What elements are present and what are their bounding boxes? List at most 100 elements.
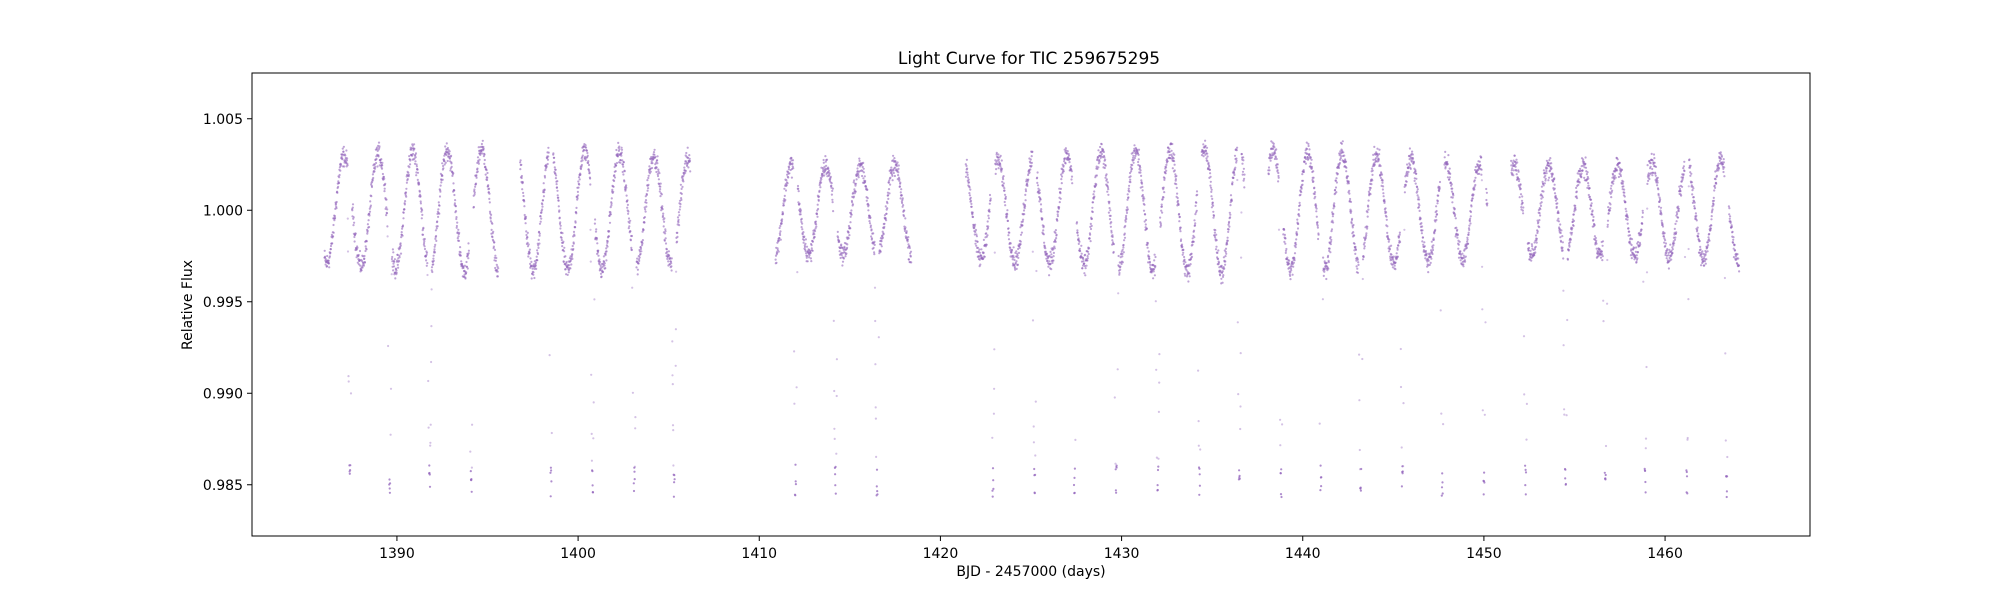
data-point — [1641, 222, 1644, 225]
data-point — [902, 204, 905, 207]
data-point — [1398, 233, 1401, 236]
data-point — [1207, 161, 1210, 165]
data-point — [1478, 160, 1481, 163]
data-point — [615, 161, 619, 165]
data-point — [902, 215, 906, 218]
data-point — [593, 222, 597, 225]
data-point — [1354, 245, 1357, 248]
data-point — [1195, 209, 1198, 212]
data-point — [777, 239, 781, 242]
data-point — [1312, 180, 1315, 183]
data-point — [1090, 224, 1093, 227]
data-point — [1231, 181, 1234, 184]
data-point — [351, 206, 354, 209]
data-point — [862, 171, 866, 174]
data-point — [570, 263, 573, 266]
data-point — [574, 226, 577, 229]
data-point — [1664, 242, 1668, 245]
data-point — [815, 213, 819, 216]
data-point — [549, 471, 552, 474]
data-point — [1530, 243, 1533, 246]
data-point — [680, 192, 683, 195]
data-point — [1692, 196, 1695, 199]
data-point — [1067, 154, 1071, 157]
data-point — [1699, 245, 1702, 248]
data-point — [1109, 225, 1112, 228]
data-point — [1681, 176, 1685, 179]
data-point — [591, 491, 595, 494]
data-point — [1623, 195, 1626, 198]
data-point — [976, 246, 980, 249]
data-point — [625, 186, 628, 189]
data-point — [1308, 148, 1311, 151]
data-point — [1349, 197, 1352, 201]
data-point — [399, 252, 403, 255]
data-point — [1029, 168, 1032, 171]
data-point — [1213, 231, 1216, 234]
data-point — [1103, 156, 1106, 159]
data-point — [428, 485, 432, 488]
data-point — [1366, 215, 1369, 218]
data-point — [813, 230, 817, 233]
data-point — [650, 160, 653, 163]
data-point — [564, 268, 567, 271]
data-point — [993, 387, 996, 390]
data-point — [676, 231, 679, 234]
data-point — [441, 178, 444, 181]
data-point — [908, 246, 911, 250]
data-point — [855, 178, 858, 181]
data-point — [673, 474, 676, 477]
data-point — [1458, 240, 1461, 243]
data-point — [473, 193, 476, 196]
data-point — [1644, 480, 1647, 484]
data-point — [592, 401, 595, 404]
data-point — [1230, 199, 1233, 202]
data-point — [429, 444, 432, 447]
data-point — [1544, 177, 1547, 180]
data-point — [1628, 234, 1632, 237]
data-point — [1658, 196, 1661, 199]
data-point — [854, 182, 858, 185]
data-point — [1188, 275, 1191, 278]
data-point — [1712, 203, 1715, 206]
data-point — [1369, 186, 1372, 190]
data-point — [879, 250, 882, 253]
data-point — [455, 224, 458, 228]
data-point — [1333, 202, 1336, 205]
data-point — [1233, 173, 1236, 176]
data-point — [1521, 195, 1524, 198]
data-point — [416, 171, 420, 174]
data-point — [1623, 191, 1626, 194]
data-point — [1132, 154, 1135, 157]
data-point — [1436, 202, 1439, 205]
data-point — [1096, 167, 1099, 170]
data-point — [644, 208, 647, 211]
data-point — [796, 184, 800, 188]
data-point — [1366, 225, 1369, 228]
data-point — [1512, 174, 1515, 177]
data-point — [982, 257, 985, 260]
data-point — [397, 259, 401, 262]
data-point — [563, 246, 566, 249]
data-point — [1189, 263, 1192, 266]
data-point — [1152, 277, 1155, 280]
data-point — [1564, 477, 1567, 480]
data-point — [1107, 193, 1110, 196]
data-point — [1630, 243, 1633, 247]
data-point — [1715, 182, 1718, 185]
data-point — [1277, 228, 1281, 231]
data-point — [872, 246, 875, 249]
data-point — [1139, 169, 1142, 172]
data-point — [1586, 171, 1589, 174]
data-point — [1696, 228, 1699, 232]
data-point — [1611, 173, 1615, 176]
data-point — [1667, 254, 1670, 257]
data-point — [411, 144, 414, 147]
data-point — [1125, 214, 1128, 217]
data-point — [991, 467, 995, 470]
data-point — [365, 248, 368, 251]
data-point — [1158, 381, 1161, 384]
data-point — [1469, 215, 1472, 218]
data-point — [1024, 190, 1028, 193]
data-point — [806, 260, 809, 263]
